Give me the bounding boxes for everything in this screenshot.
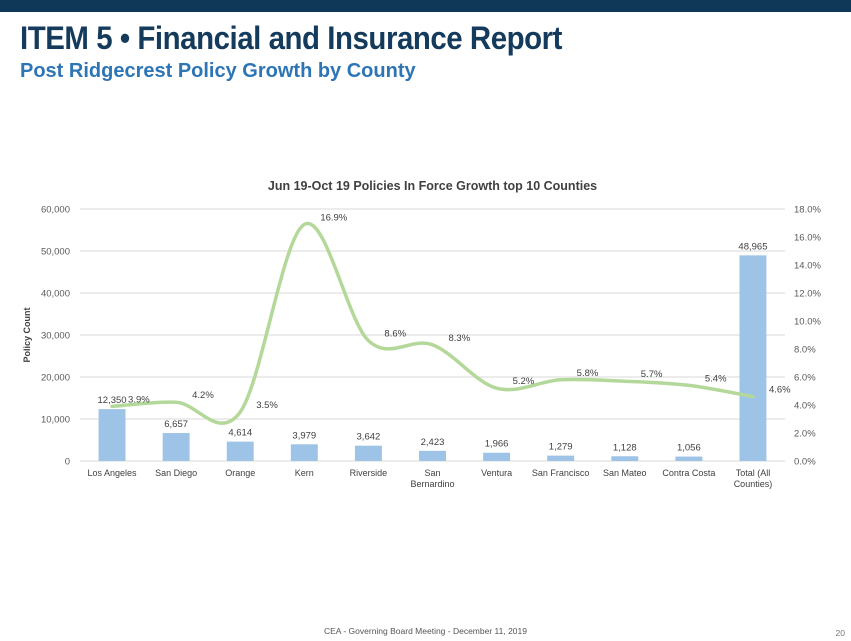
bar-value-label: 12,350: [98, 395, 127, 406]
y2-tick-label: 4.0%: [794, 401, 816, 412]
y-axis-label: Policy Count: [22, 307, 32, 362]
x-tick-label: Riverside: [350, 468, 388, 478]
bar-value-label: 3,979: [292, 430, 316, 441]
y-tick-label: 30,000: [41, 331, 70, 342]
bar: [290, 444, 318, 461]
bar: [162, 433, 190, 461]
footer-text: CEA - Governing Board Meeting - December…: [323, 626, 527, 636]
y2-tick-label: 18.0%: [794, 205, 821, 216]
y2-tick-label: 16.0%: [794, 233, 821, 244]
bar: [98, 409, 126, 461]
bar-value-label: 6,657: [164, 419, 188, 430]
bar: [483, 452, 511, 461]
bar: [739, 255, 767, 461]
y2-tick-label: 0.0%: [794, 457, 816, 468]
bar-value-label: 48,965: [738, 241, 767, 252]
line-value-label: 3.5%: [256, 400, 278, 411]
y-tick-label: 0: [65, 457, 70, 468]
growth-line: [110, 221, 755, 425]
bar: [419, 450, 446, 461]
x-tick-label: San Francisco: [532, 468, 590, 478]
y2-tick-label: 2.0%: [794, 429, 816, 440]
bar-value-label: 1,128: [613, 442, 637, 453]
y-tick-label: 60,000: [41, 205, 70, 216]
bar-value-label: 1,966: [485, 439, 509, 450]
line-value-label: 3.9%: [128, 394, 150, 405]
bar: [547, 455, 575, 461]
x-tick-label: Ventura: [481, 468, 512, 478]
y2-tick-label: 12.0%: [794, 289, 821, 300]
line-value-label: 8.3%: [449, 333, 471, 344]
bar: [226, 441, 254, 461]
bar: [354, 445, 382, 461]
bar-value-label: 4,614: [228, 428, 252, 439]
y2-tick-label: 6.0%: [794, 373, 816, 384]
policy-growth-chart: Jun 19-Oct 19 Policies In Force Growth t…: [22, 179, 821, 489]
x-tick-label: San: [424, 468, 440, 478]
x-tick-label: San Mateo: [603, 468, 647, 478]
y2-tick-label: 14.0%: [794, 261, 821, 272]
line-value-label: 8.6%: [384, 329, 406, 340]
slide-title: ITEM 5 • Financial and Insurance Report: [20, 20, 563, 56]
bar-value-label: 1,279: [549, 442, 573, 453]
bar-value-label: 1,056: [677, 443, 701, 454]
line-value-label: 5.4%: [705, 373, 727, 384]
y-tick-label: 50,000: [41, 247, 70, 258]
header-bar: [0, 0, 851, 12]
bar: [611, 456, 639, 461]
line-value-label: 4.2%: [192, 390, 214, 401]
x-tick-label: Contra Costa: [662, 468, 715, 478]
bar-value-label: 3,642: [357, 432, 381, 443]
line-value-label: 5.2%: [513, 376, 535, 387]
x-tick-label: Counties): [734, 479, 773, 489]
y2-tick-label: 8.0%: [794, 345, 816, 356]
slide-subtitle: Post Ridgecrest Policy Growth by County: [20, 60, 416, 82]
bar: [675, 456, 703, 461]
line-value-label: 16.9%: [320, 212, 347, 223]
page-number: 20: [835, 628, 845, 638]
line-value-label: 4.6%: [769, 385, 791, 396]
y-tick-label: 40,000: [41, 289, 70, 300]
line-value-label: 5.7%: [641, 369, 663, 380]
bar-value-label: 2,423: [421, 437, 445, 448]
x-tick-label: San Diego: [155, 468, 197, 478]
x-tick-label: Bernardino: [410, 479, 454, 489]
y2-tick-label: 10.0%: [794, 317, 821, 328]
x-tick-label: Los Angeles: [88, 468, 138, 478]
x-tick-label: Orange: [225, 468, 255, 478]
y-tick-label: 10,000: [41, 415, 70, 426]
y-tick-label: 20,000: [41, 373, 70, 384]
x-tick-label: Kern: [295, 468, 314, 478]
line-value-label: 5.8%: [577, 368, 599, 379]
x-tick-label: Total (All: [736, 468, 771, 478]
chart-title: Jun 19-Oct 19 Policies In Force Growth t…: [268, 179, 597, 193]
